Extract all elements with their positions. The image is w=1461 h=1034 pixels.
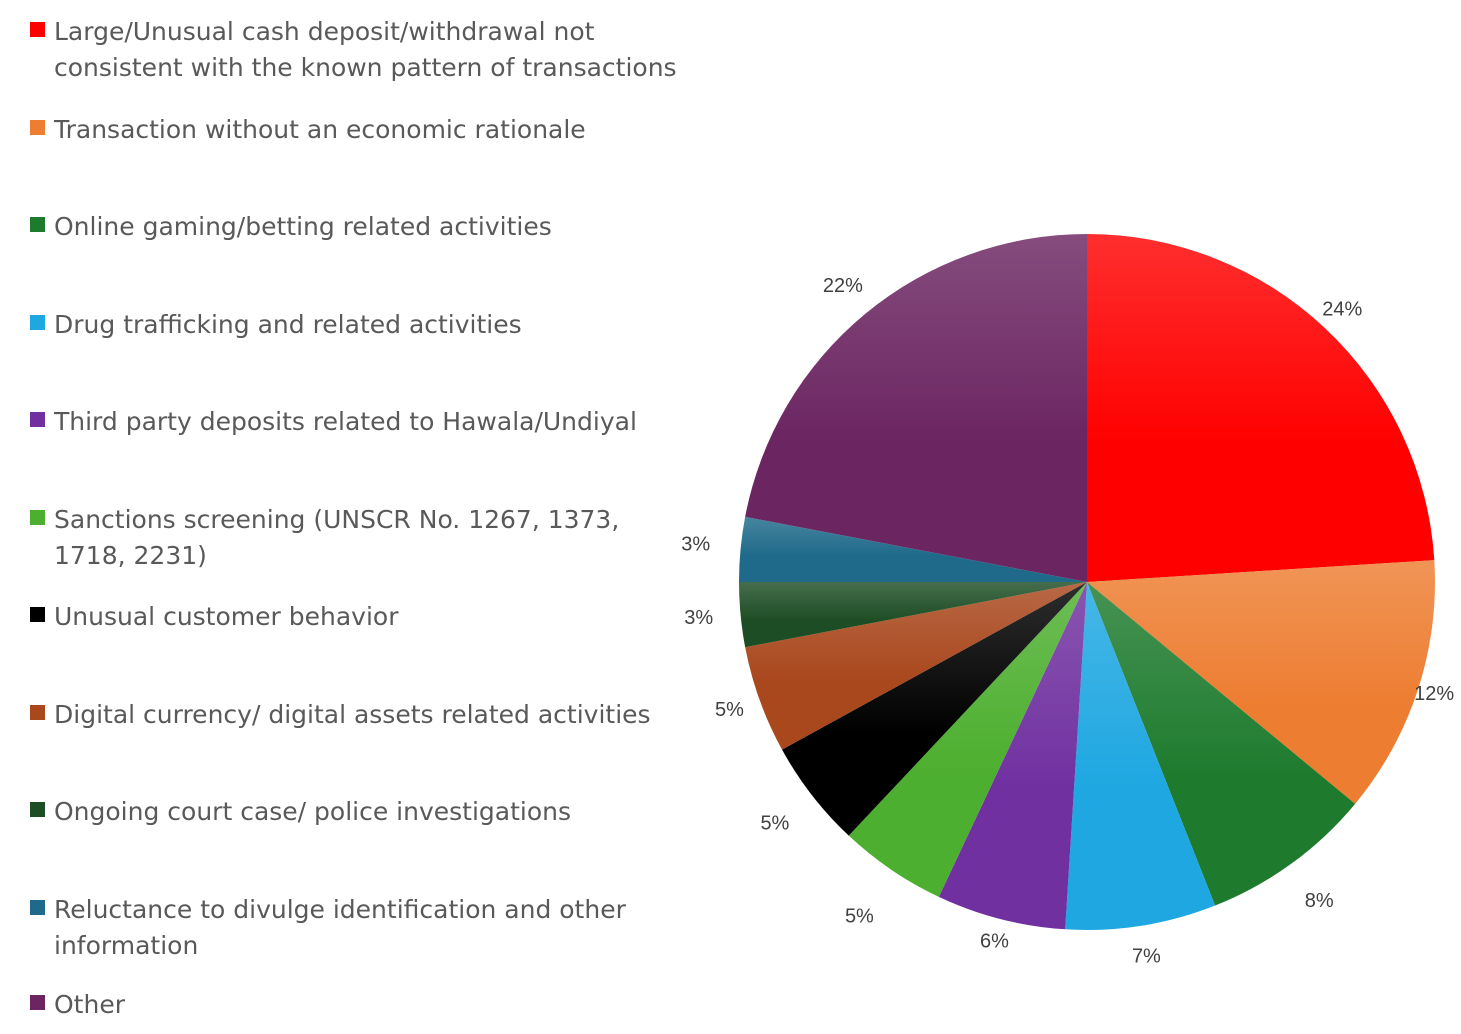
pie-slice (1087, 560, 1435, 804)
legend-item: Large/Unusual cash deposit/withdrawal no… (30, 14, 694, 86)
data-label: 24% (1322, 298, 1362, 320)
pie-slice (745, 234, 1087, 582)
legend-label: Other (54, 990, 125, 1019)
pie-slice (1065, 582, 1216, 930)
legend-swatch (30, 120, 45, 135)
legend-swatch (30, 900, 45, 915)
legend-item: Online gaming/betting related activities (30, 209, 694, 245)
pie-slice (848, 582, 1087, 897)
legend-swatch (30, 217, 45, 232)
pie-slice (1087, 582, 1356, 906)
legend-swatch (30, 412, 45, 427)
legend-item: Ongoing court case/ police investigation… (30, 794, 694, 830)
legend-label: Reluctance to divulge identification and… (54, 895, 626, 960)
pie-slice (739, 582, 1087, 648)
pie-slice (745, 582, 1087, 750)
legend-swatch (30, 510, 45, 525)
data-label: 12% (1414, 683, 1454, 705)
pie-slice (782, 582, 1087, 836)
legend-swatch (30, 22, 45, 37)
data-label: 5% (845, 905, 874, 927)
data-label: 8% (1305, 890, 1334, 912)
legend-item: Third party deposits related to Hawala/U… (30, 404, 694, 440)
legend-item: Drug trafficking and related activities (30, 307, 694, 343)
legend-label: Large/Unusual cash deposit/withdrawal no… (54, 17, 677, 82)
legend-item: Other (30, 987, 694, 1023)
data-label: 22% (823, 275, 863, 297)
legend: Large/Unusual cash deposit/withdrawal no… (30, 0, 710, 1034)
legend-item: Digital currency/ digital assets related… (30, 697, 694, 733)
legend-swatch (30, 705, 45, 720)
data-label: 5% (760, 812, 789, 834)
legend-item: Transaction without an economic rational… (30, 112, 694, 148)
legend-label: Ongoing court case/ police investigation… (54, 797, 572, 826)
data-label: 7% (1132, 946, 1161, 968)
legend-swatch (30, 995, 45, 1010)
legend-swatch (30, 607, 45, 622)
data-label: 3% (684, 607, 713, 629)
pie-slice (739, 516, 1087, 582)
legend-label: Unusual customer behavior (54, 602, 399, 631)
legend-item: Reluctance to divulge identification and… (30, 892, 694, 964)
legend-label: Third party deposits related to Hawala/U… (54, 407, 637, 436)
legend-label: Drug trafficking and related activities (54, 310, 522, 339)
legend-label: Transaction without an economic rational… (54, 115, 586, 144)
legend-swatch (30, 802, 45, 817)
data-label: 6% (980, 931, 1009, 953)
legend-label: Online gaming/betting related activities (54, 212, 552, 241)
data-label: 5% (715, 699, 744, 721)
data-label: 3% (681, 533, 710, 555)
legend-item: Unusual customer behavior (30, 599, 694, 635)
legend-swatch (30, 315, 45, 330)
legend-item: Sanctions screening (UNSCR No. 1267, 137… (30, 502, 694, 574)
legend-label: Sanctions screening (UNSCR No. 1267, 137… (54, 505, 620, 570)
pie-slice (938, 582, 1087, 930)
pie-slice (1087, 234, 1435, 582)
legend-label: Digital currency/ digital assets related… (54, 700, 651, 729)
